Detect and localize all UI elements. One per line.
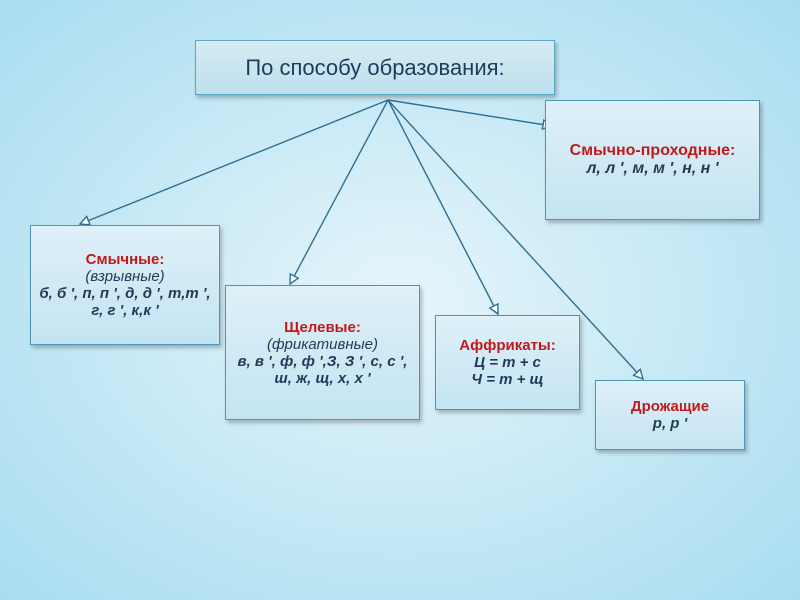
- arrow-line: [80, 100, 388, 224]
- arrow-head: [490, 304, 498, 314]
- node-content-line: б, б ', п, п ', д, д ', т,т ', г, г ', к…: [39, 285, 211, 319]
- arrow-line: [388, 100, 552, 126]
- node-title: Смычные:: [86, 251, 165, 268]
- node-title: Дрожащие: [631, 398, 709, 415]
- arrow-head: [80, 216, 90, 224]
- root-title: По способу образования:: [245, 55, 504, 81]
- diagram-canvas: По способу образования: Смычные:(взрывны…: [0, 0, 800, 600]
- arrow-head: [634, 369, 643, 379]
- node-shchelevye: Щелевые:(фрикативные)в, в ', ф, ф ',З, З…: [225, 285, 420, 420]
- arrow-head: [290, 274, 298, 284]
- node-content-line: Ц = т + с: [474, 354, 541, 371]
- node-smychnye: Смычные:(взрывные)б, б ', п, п ', д, д '…: [30, 225, 220, 345]
- node-content-line: в, в ', ф, ф ',З, З ', с, с ', ш, ж, щ, …: [234, 353, 411, 387]
- arrow-line: [388, 100, 498, 314]
- node-content-line: Ч = т + щ: [471, 371, 543, 388]
- node-title: Смычно-проходные:: [570, 142, 736, 160]
- node-title: Щелевые:: [284, 319, 361, 336]
- node-drozhashchie: Дрожащиер, р ': [595, 380, 745, 450]
- node-subtitle: (взрывные): [85, 268, 164, 285]
- node-subtitle: (фрикативные): [267, 336, 378, 353]
- node-title: Аффрикаты:: [459, 337, 555, 354]
- arrow-line: [290, 100, 388, 284]
- node-content-line: л, л ', м, м ', н, н ': [586, 160, 718, 178]
- root-box: По способу образования:: [195, 40, 555, 95]
- node-smychno_prohodnye: Смычно-проходные:л, л ', м, м ', н, н ': [545, 100, 760, 220]
- node-affrikaty: Аффрикаты:Ц = т + сЧ = т + щ: [435, 315, 580, 410]
- node-content-line: р, р ': [653, 415, 687, 432]
